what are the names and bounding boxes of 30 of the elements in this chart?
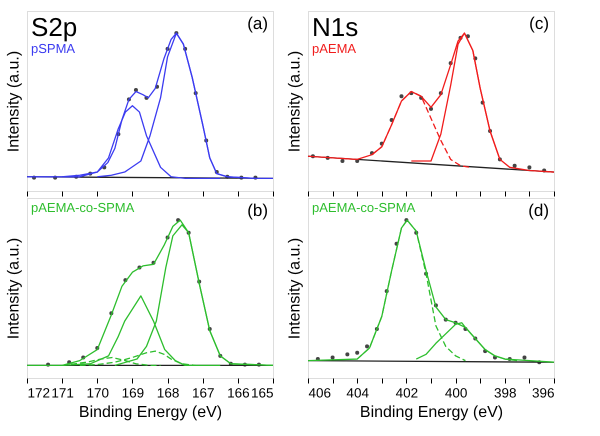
y-axis-title: Intensity (a.u.): [6, 50, 22, 152]
series-label: pAEMA-co-SPMA: [312, 200, 416, 215]
x-tick-label: 170: [86, 386, 110, 400]
text: (a): [247, 14, 268, 33]
x-tick-label: 402: [396, 386, 418, 400]
text: pAEMA: [312, 41, 356, 56]
x-axis-title: Binding Energy (eV): [360, 404, 504, 421]
y-axis-title: Intensity (a.u.): [6, 238, 22, 340]
text: (c): [529, 14, 549, 33]
annotation: N1s: [312, 12, 358, 42]
text: (d): [528, 201, 549, 220]
x-tick-label: 166: [227, 386, 250, 400]
x-tick-label: 169: [122, 386, 144, 400]
text: pAEMA-co-SPMA: [31, 200, 135, 215]
annotation: S2p: [31, 12, 78, 42]
x-tick-label: 171: [51, 386, 74, 400]
text: (b): [247, 201, 268, 220]
text: pSPMA: [31, 41, 76, 56]
x-tick-label: 398: [494, 386, 517, 400]
y-axis-title: Intensity (a.u.): [286, 238, 304, 340]
x-tick-label: 168: [156, 386, 180, 400]
x-tick-label: 406: [308, 386, 332, 400]
x-tick-label: 165: [250, 386, 274, 400]
x-axis-title: Binding Energy (eV): [78, 404, 222, 421]
x-tick-label: 167: [192, 386, 214, 400]
x-tick-label: 400: [444, 386, 468, 400]
y-axis-title: Intensity (a.u.): [286, 50, 304, 152]
x-tick-label: 172: [28, 386, 50, 400]
x-tick-label: 404: [346, 386, 370, 400]
x-tick-label: 396: [532, 386, 554, 400]
